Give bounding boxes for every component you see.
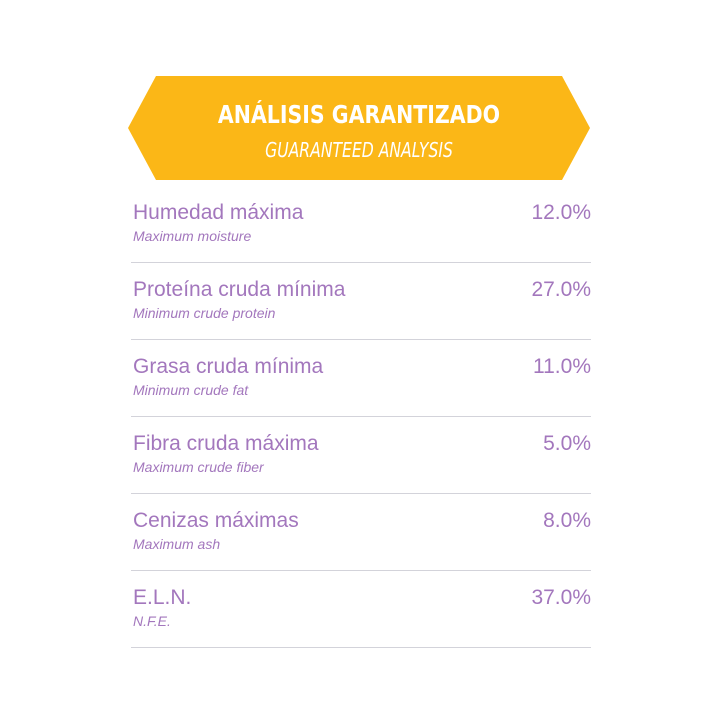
row-sub: Maximum moisture	[133, 228, 252, 244]
row-name: Humedad máxima	[133, 201, 304, 224]
row-value: 27.0%	[531, 278, 591, 301]
row-sub: Maximum crude fiber	[133, 459, 264, 475]
row-value: 8.0%	[543, 509, 591, 532]
table-row: Grasa cruda mínima Minimum crude fat 11.…	[131, 340, 591, 417]
row-value: 5.0%	[543, 432, 591, 455]
page-title: ANÁLISIS GARANTIZADO	[217, 100, 501, 129]
table-row: Cenizas máximas Maximum ash 8.0%	[131, 494, 591, 571]
table-row: Fibra cruda máxima Maximum crude fiber 5…	[131, 417, 591, 494]
row-sub: Maximum ash	[133, 536, 221, 552]
analysis-table: Humedad máxima Maximum moisture 12.0% Pr…	[131, 186, 591, 648]
row-name: Proteína cruda mínima	[133, 278, 346, 301]
row-sub: Minimum crude protein	[133, 305, 276, 321]
header-banner: ANÁLISIS GARANTIZADO GUARANTEED ANALYSIS	[128, 76, 590, 180]
row-value: 12.0%	[531, 201, 591, 224]
page-subtitle: GUARANTEED ANALYSIS	[265, 138, 453, 162]
row-name: Grasa cruda mínima	[133, 355, 324, 378]
row-value: 37.0%	[531, 586, 591, 609]
row-value: 11.0%	[533, 355, 591, 378]
table-row: Humedad máxima Maximum moisture 12.0%	[131, 186, 591, 263]
row-sub: Minimum crude fat	[133, 382, 249, 398]
row-name: Cenizas máximas	[133, 509, 299, 532]
row-sub: N.F.E.	[133, 613, 171, 629]
banner-shape	[128, 76, 590, 180]
table-row: E.L.N. N.F.E. 37.0%	[131, 571, 591, 648]
row-name: Fibra cruda máxima	[133, 432, 319, 455]
row-name: E.L.N.	[133, 586, 192, 609]
table-row: Proteína cruda mínima Minimum crude prot…	[131, 263, 591, 340]
